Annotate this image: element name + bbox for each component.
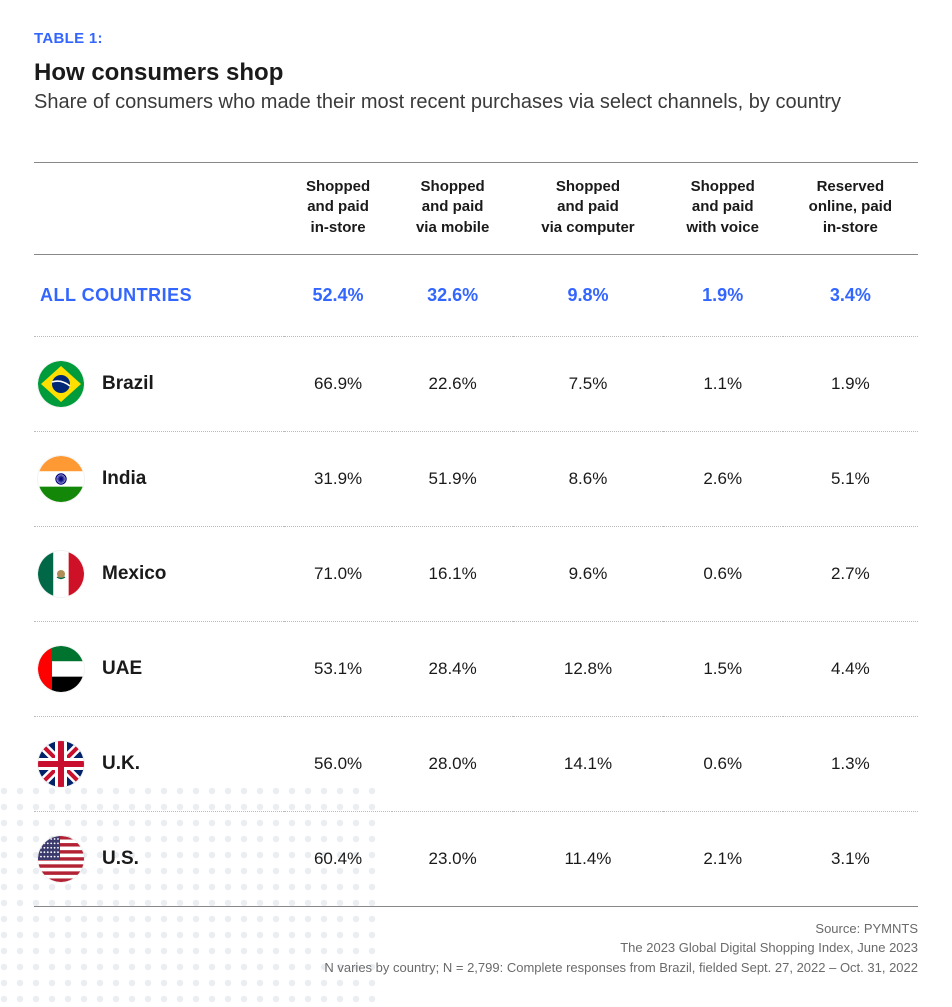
data-cell: 12.8%: [513, 621, 663, 716]
table-row: India 31.9%51.9%8.6%2.6%5.1%: [34, 431, 918, 526]
data-cell: 9.6%: [513, 526, 663, 621]
data-cell: 11.4%: [513, 811, 663, 906]
country-name: U.S.: [102, 848, 139, 870]
data-cell: 2.7%: [783, 526, 918, 621]
table-row: Brazil 66.9%22.6%7.5%1.1%1.9%: [34, 336, 918, 431]
data-cell: 66.9%: [284, 336, 392, 431]
data-cell: 7.5%: [513, 336, 663, 431]
data-cell: 1.5%: [663, 621, 783, 716]
data-cell: 23.0%: [392, 811, 513, 906]
data-cell: 56.0%: [284, 716, 392, 811]
summary-cell: 32.6%: [392, 254, 513, 336]
data-cell: 51.9%: [392, 431, 513, 526]
data-cell: 28.0%: [392, 716, 513, 811]
data-cell: 1.1%: [663, 336, 783, 431]
footnotes: Source: PYMNTSThe 2023 Global Digital Sh…: [34, 919, 918, 978]
footnote-line: The 2023 Global Digital Shopping Index, …: [34, 938, 918, 958]
data-cell: 4.4%: [783, 621, 918, 716]
data-cell: 14.1%: [513, 716, 663, 811]
summary-cell: 3.4%: [783, 254, 918, 336]
table-number-label: TABLE 1:: [34, 30, 918, 47]
summary-cell: 52.4%: [284, 254, 392, 336]
country-name: India: [102, 468, 146, 490]
table-subtitle: Share of consumers who made their most r…: [34, 91, 918, 114]
column-header: Shoppedand paidwith voice: [663, 163, 783, 255]
footnote-line: Source: PYMNTS: [34, 919, 918, 939]
flag-icon: [38, 361, 84, 407]
summary-cell: 9.8%: [513, 254, 663, 336]
data-cell: 1.3%: [783, 716, 918, 811]
country-name: U.K.: [102, 753, 140, 775]
column-header: Shoppedand paidvia computer: [513, 163, 663, 255]
data-cell: 60.4%: [284, 811, 392, 906]
country-label-cell: India: [34, 431, 284, 526]
summary-row: ALL COUNTRIES52.4%32.6%9.8%1.9%3.4%: [34, 254, 918, 336]
flag-icon: [38, 456, 84, 502]
column-header: Shoppedand paidvia mobile: [392, 163, 513, 255]
data-cell: 28.4%: [392, 621, 513, 716]
table-body: ALL COUNTRIES52.4%32.6%9.8%1.9%3.4% Braz…: [34, 254, 918, 906]
summary-cell: 1.9%: [663, 254, 783, 336]
country-label-cell: UAE: [34, 621, 284, 716]
country-label-cell: Brazil: [34, 336, 284, 431]
data-cell: 5.1%: [783, 431, 918, 526]
table-title: How consumers shop: [34, 59, 918, 87]
flag-icon: [38, 741, 84, 787]
data-cell: 3.1%: [783, 811, 918, 906]
column-header: Reservedonline, paidin-store: [783, 163, 918, 255]
country-name: Brazil: [102, 373, 154, 395]
country-label-cell: U.S.: [34, 811, 284, 906]
data-cell: 2.1%: [663, 811, 783, 906]
footnote-line: N varies by country; N = 2,799: Complete…: [34, 958, 918, 978]
data-table: Shoppedand paidin-store Shoppedand paidv…: [34, 162, 918, 907]
table-row: UAE 53.1%28.4%12.8%1.5%4.4%: [34, 621, 918, 716]
country-name: Mexico: [102, 563, 166, 585]
data-cell: 22.6%: [392, 336, 513, 431]
flag-icon: [38, 836, 84, 882]
table-header-row: Shoppedand paidin-store Shoppedand paidv…: [34, 163, 918, 255]
table-row: U.K. 56.0%28.0%14.1%0.6%1.3%: [34, 716, 918, 811]
data-cell: 2.6%: [663, 431, 783, 526]
country-label-cell: U.K.: [34, 716, 284, 811]
country-name: UAE: [102, 658, 142, 680]
data-cell: 8.6%: [513, 431, 663, 526]
data-cell: 0.6%: [663, 716, 783, 811]
country-label-cell: Mexico: [34, 526, 284, 621]
summary-label: ALL COUNTRIES: [34, 254, 284, 336]
flag-icon: [38, 551, 84, 597]
table-row: U.S. 60.4%23.0%11.4%2.1%3.1%: [34, 811, 918, 906]
flag-icon: [38, 646, 84, 692]
table-row: Mexico 71.0%16.1%9.6%0.6%2.7%: [34, 526, 918, 621]
data-cell: 31.9%: [284, 431, 392, 526]
column-header: Shoppedand paidin-store: [284, 163, 392, 255]
data-cell: 71.0%: [284, 526, 392, 621]
data-cell: 16.1%: [392, 526, 513, 621]
data-cell: 0.6%: [663, 526, 783, 621]
data-cell: 1.9%: [783, 336, 918, 431]
data-cell: 53.1%: [284, 621, 392, 716]
